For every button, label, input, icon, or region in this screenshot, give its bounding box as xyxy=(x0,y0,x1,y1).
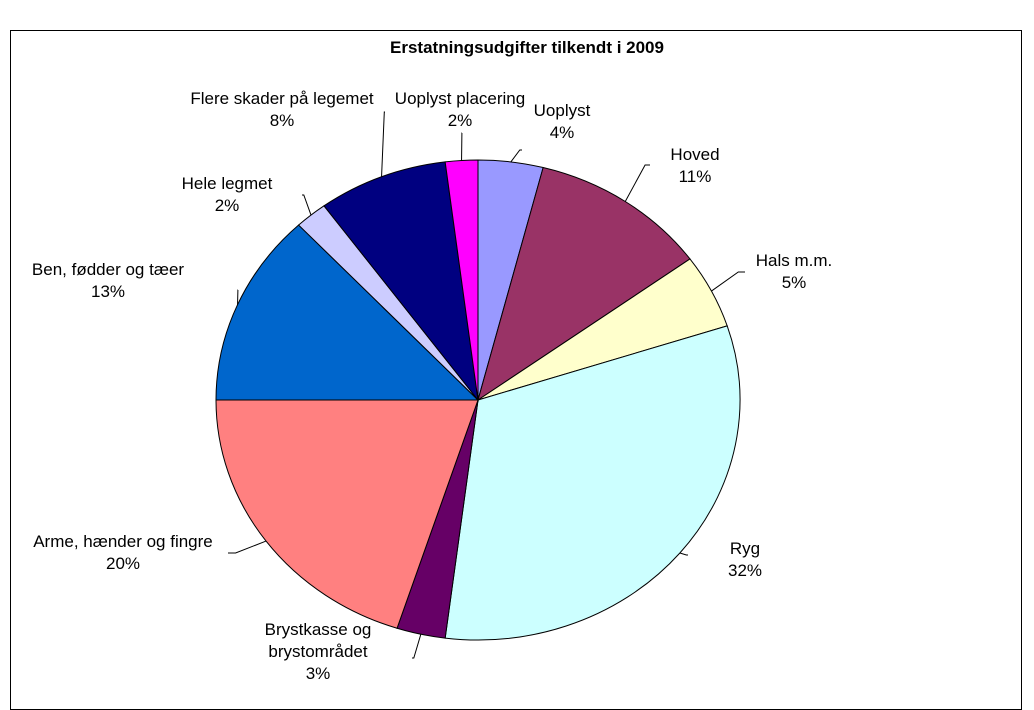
slice-name: Uoplyst placering xyxy=(365,88,555,110)
leader-line xyxy=(412,634,421,658)
slice-value: 20% xyxy=(28,553,218,575)
slice-name: Ben, fødder og tæer xyxy=(0,259,223,281)
slice-name: Hals m.m. xyxy=(739,250,849,272)
leader-line xyxy=(625,165,650,202)
slice-value: 2% xyxy=(152,195,302,217)
chart-title: Erstatningsudgifter tilkendt i 2009 xyxy=(390,38,664,58)
slice-name: Arme, hænder og fingre xyxy=(28,531,218,553)
slice-value: 32% xyxy=(700,560,790,582)
slice-value: 3% xyxy=(233,663,403,685)
slice-name: Ryg xyxy=(700,538,790,560)
slice-name: Flere skader på legemet xyxy=(187,88,377,110)
slice-value: 8% xyxy=(187,110,377,132)
leader-line xyxy=(302,195,311,215)
slice-value: 13% xyxy=(0,281,223,303)
slice-value: 5% xyxy=(739,272,849,294)
slice-name: Hele legmet xyxy=(152,173,302,195)
leader-line xyxy=(511,150,522,162)
slice-name: Brystkasse og brystområdet xyxy=(233,619,403,663)
slice-value: 2% xyxy=(365,110,555,132)
slice-name: Hoved xyxy=(650,144,740,166)
leader-line xyxy=(680,553,688,555)
slice-label: Hals m.m.5% xyxy=(739,250,849,294)
slice-value: 11% xyxy=(650,166,740,188)
page: Erstatningsudgifter tilkendt i 2009 (() … xyxy=(0,0,1034,695)
leader-line xyxy=(228,541,266,553)
